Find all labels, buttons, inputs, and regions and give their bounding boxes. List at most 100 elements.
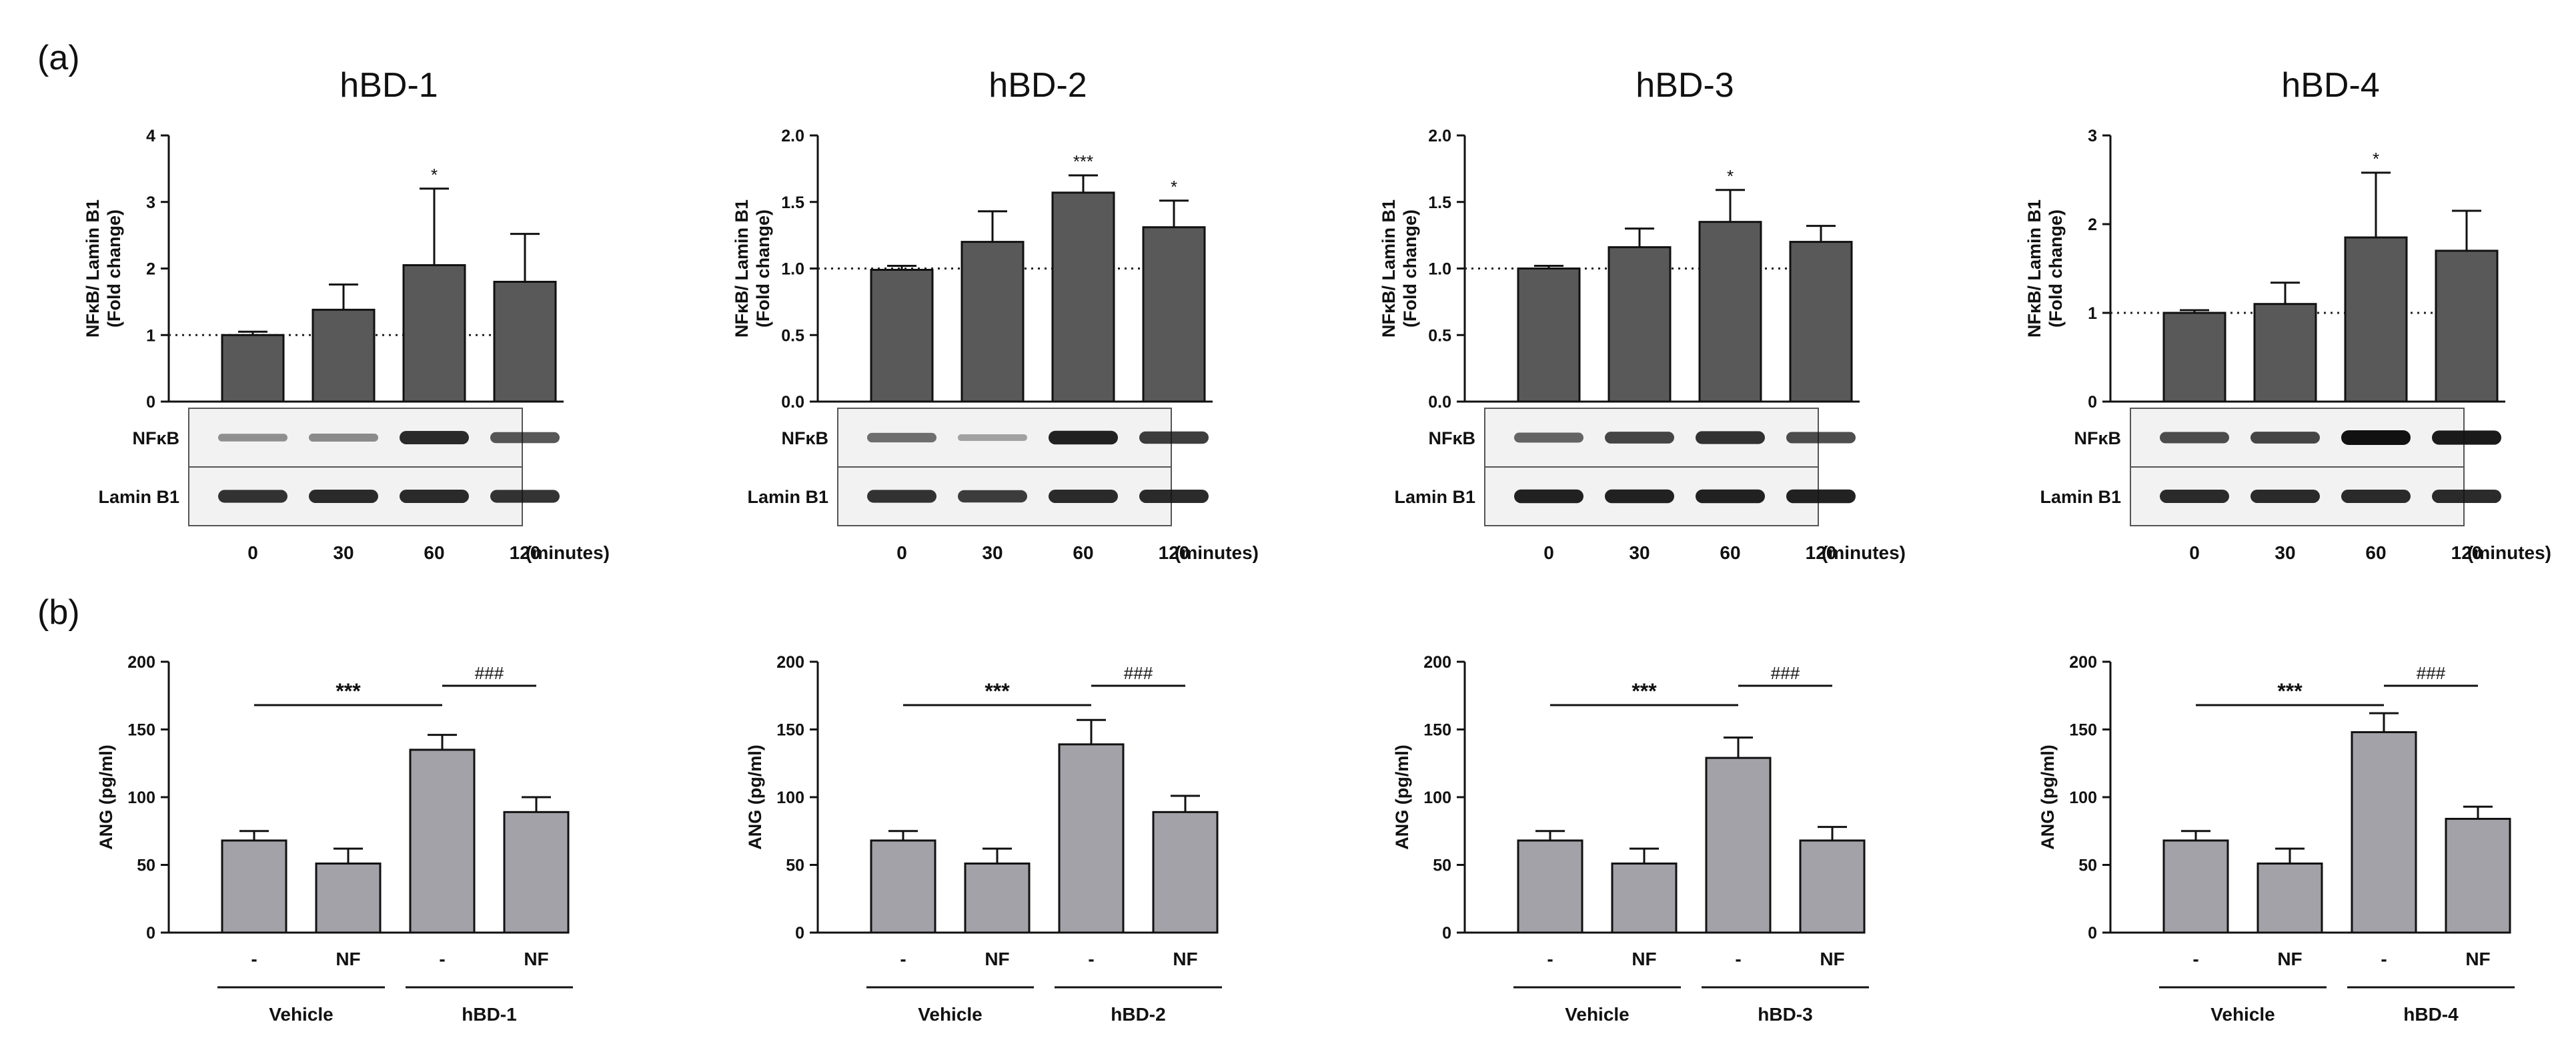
blot-band <box>2341 430 2411 445</box>
panel-label-b: (b) <box>37 593 80 632</box>
chart-a-2: 0.0 0.5 1.0 1.5 2.0 NFκB/ Lamin B1(Fold chang… <box>732 66 1259 563</box>
chart-title: hBD-1 <box>340 66 438 105</box>
bar-120-3 <box>1789 241 1853 403</box>
y-tick-label: 1 <box>146 326 155 345</box>
bar-NF-1 <box>315 862 382 934</box>
bracket-label: *** <box>2277 679 2303 703</box>
x-tick-label: 0 <box>1543 542 1554 563</box>
x-tick-label: 60 <box>1073 542 1093 563</box>
blot-band <box>400 490 469 503</box>
bar--2 <box>409 748 476 934</box>
y-tick-label: 2.0 <box>1428 127 1451 145</box>
significance-mark: * <box>1727 166 1734 186</box>
significance-mark: * <box>2373 149 2379 169</box>
group-label: hBD-1 <box>462 1004 516 1025</box>
blot-band <box>1139 490 1209 503</box>
x-tick-label: 60 <box>424 542 444 563</box>
bar-60-2 <box>1698 221 1762 403</box>
chart-b-1: 0 50 100 150 200 ANG (pg/ml) *** ### - NF - NF Vehic… <box>96 653 573 1025</box>
blot-band <box>958 490 1027 503</box>
significance-mark: * <box>1171 177 1177 197</box>
bar-120-3 <box>493 280 557 403</box>
bar--2 <box>1058 743 1125 934</box>
y-tick-label: 0 <box>1442 924 1451 943</box>
x-tick-label: NF <box>1820 949 1844 969</box>
y-tick-label: 1.0 <box>1428 260 1451 279</box>
bar-NF-3 <box>1152 811 1219 934</box>
blot-band <box>1049 430 1118 445</box>
blot-band <box>490 432 560 444</box>
bracket-label: ### <box>475 663 504 683</box>
x-tick-label: - <box>2381 949 2387 969</box>
blot-band <box>218 490 287 503</box>
x-tick-label: 30 <box>1629 542 1650 563</box>
blot-band <box>2432 490 2501 503</box>
x-tick-label: NF <box>524 949 548 969</box>
x-tick-label: NF <box>2277 949 2302 969</box>
blot-band <box>1139 431 1209 444</box>
y-tick-label: 0.0 <box>781 393 804 412</box>
blot-row-label: NFκB <box>1428 428 1475 448</box>
y-tick-label: 0.5 <box>1428 326 1451 345</box>
y-tick-label: 200 <box>1423 653 1451 672</box>
y-tick-label: 0 <box>146 924 155 943</box>
blot-band <box>1696 431 1765 444</box>
x-axis-unit: (minutes) <box>1175 542 1259 563</box>
blot-band <box>2160 432 2229 444</box>
blot-band <box>1786 489 1856 504</box>
x-tick-label: 120 <box>1806 542 1837 563</box>
y-tick-label: 200 <box>776 653 804 672</box>
blot-band <box>1605 489 1674 504</box>
x-tick-label: - <box>2192 949 2198 969</box>
x-axis-unit: (minutes) <box>1822 542 1906 563</box>
blot-band <box>2160 490 2229 503</box>
blot-band <box>2250 490 2320 503</box>
group-label: Vehicle <box>1565 1004 1630 1025</box>
bracket-label: *** <box>1632 679 1657 703</box>
x-tick-label: 60 <box>1720 542 1740 563</box>
x-axis-unit: (minutes) <box>526 542 610 563</box>
bar-NF-3 <box>1799 839 1866 934</box>
y-tick-label: 200 <box>2069 653 2097 672</box>
blot-band <box>218 434 287 442</box>
bracket-label: *** <box>336 679 361 703</box>
bracket-label: ### <box>2417 663 2446 683</box>
y-tick-label: 4 <box>146 127 155 145</box>
bar--0 <box>1517 839 1583 934</box>
group-label: Vehicle <box>918 1004 983 1025</box>
x-tick-label: - <box>1735 949 1741 969</box>
bar--0 <box>870 839 936 934</box>
y-tick-label: 1.5 <box>1428 193 1451 212</box>
blot-row-label: Lamin B1 <box>98 487 179 507</box>
group-label: Vehicle <box>2210 1004 2275 1025</box>
x-tick-label: NF <box>1632 949 1656 969</box>
blot-row-label: Lamin B1 <box>2040 487 2121 507</box>
x-tick-label: - <box>251 949 257 969</box>
y-tick-label: 0.0 <box>1428 393 1451 412</box>
blot-band <box>2432 430 2501 445</box>
chart-b-4: 0 50 100 150 200 ANG (pg/ml) *** ### - NF - NF Vehic… <box>2038 653 2515 1025</box>
bar-NF-3 <box>503 811 570 934</box>
x-tick-label: NF <box>1173 949 1197 969</box>
blot-band <box>1786 432 1856 444</box>
bar-120-3 <box>2435 249 2499 403</box>
y-axis-title: ANG (pg/ml) <box>1392 744 1412 849</box>
y-axis-title: NFκB/ Lamin B1(Fold change) <box>732 199 773 338</box>
significance-mark: *** <box>1073 151 1093 171</box>
x-tick-label: 0 <box>247 542 258 563</box>
bar--0 <box>221 839 287 934</box>
y-tick-label: 0 <box>146 393 155 412</box>
x-tick-label: 30 <box>982 542 1003 563</box>
charts-container: 0 1 2 3 4 NFκB/ Lamin B1(Fold change) hBD-1 * NF… <box>83 66 2551 1025</box>
x-axis-unit: (minutes) <box>2467 542 2551 563</box>
blot-row-label: NFκB <box>2074 428 2121 448</box>
blot-band <box>867 432 936 443</box>
group-label: hBD-3 <box>1758 1004 1812 1025</box>
y-tick-label: 1.5 <box>781 193 804 212</box>
blot-band <box>1514 489 1583 504</box>
y-axis-title: ANG (pg/ml) <box>2038 744 2058 849</box>
y-tick-label: 2.0 <box>781 127 804 145</box>
bracket-label: *** <box>985 679 1010 703</box>
y-tick-label: 150 <box>127 721 155 740</box>
x-tick-label: 120 <box>510 542 541 563</box>
